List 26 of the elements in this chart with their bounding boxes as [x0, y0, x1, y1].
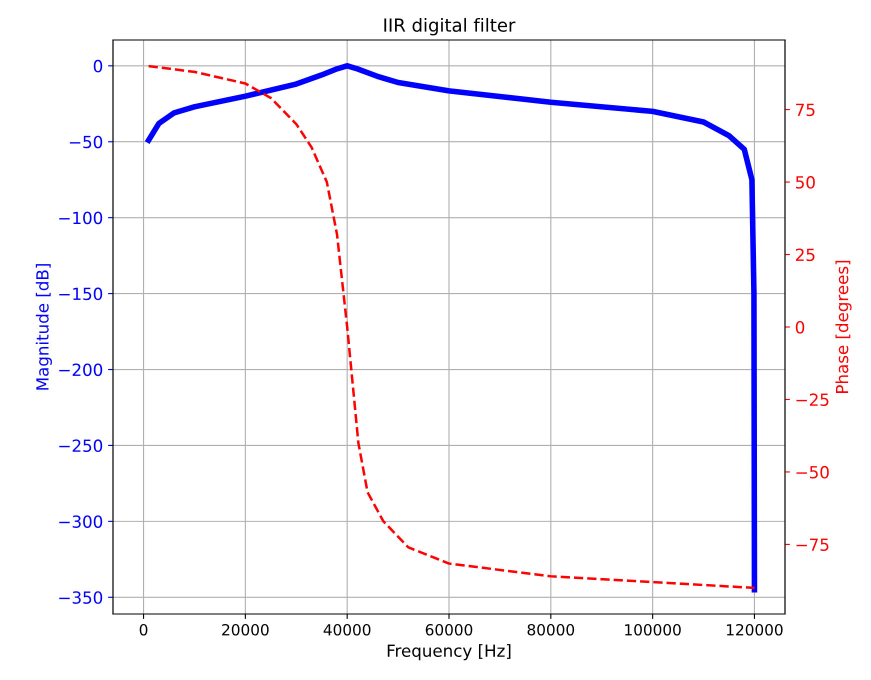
y2-tick-label: −25: [796, 393, 828, 406]
x-tick-label: 40000: [324, 624, 370, 636]
y-tick-label: −250: [59, 439, 102, 452]
y-tick-label: −150: [59, 288, 102, 300]
x-tick-label: 120000: [726, 624, 783, 636]
y2-tick-label: 75: [796, 104, 814, 116]
y2-tick-label: 25: [796, 248, 814, 262]
y-tick-label: −200: [59, 363, 102, 376]
y-axis-title: Magnitude [dB]: [36, 264, 52, 390]
y-tick-label: −300: [59, 515, 102, 528]
y-tick-label: −100: [59, 212, 102, 224]
y2-tick-label: −75: [796, 538, 828, 551]
x-tick-label: 0: [140, 624, 148, 636]
chart-title: IIR digital filter: [384, 18, 516, 36]
x-tick-label: 100000: [625, 624, 681, 636]
y-tick-label: −350: [59, 591, 102, 604]
x-tick-label: 20000: [222, 624, 269, 636]
y-tick-label: 0: [94, 60, 102, 72]
x-tick-label: 60000: [426, 624, 472, 636]
y2-tick-label: 0: [796, 320, 804, 334]
y2-tick-label: 50: [796, 176, 815, 189]
y2-tick-label: −50: [796, 466, 829, 479]
y-tick-label: −50: [70, 136, 102, 148]
y2-axis-title: Phase [degrees]: [835, 260, 852, 393]
x-axis-title: Frequency [Hz]: [388, 644, 510, 660]
x-tick-label: 80000: [528, 624, 574, 636]
